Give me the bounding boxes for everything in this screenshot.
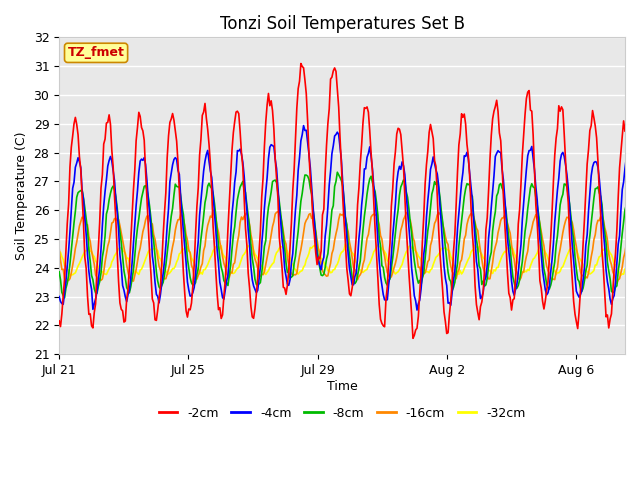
Legend: -2cm, -4cm, -8cm, -16cm, -32cm: -2cm, -4cm, -8cm, -16cm, -32cm — [154, 402, 531, 424]
Text: TZ_fmet: TZ_fmet — [68, 47, 125, 60]
Y-axis label: Soil Temperature (C): Soil Temperature (C) — [15, 132, 28, 260]
Title: Tonzi Soil Temperatures Set B: Tonzi Soil Temperatures Set B — [220, 15, 465, 33]
X-axis label: Time: Time — [326, 380, 358, 393]
